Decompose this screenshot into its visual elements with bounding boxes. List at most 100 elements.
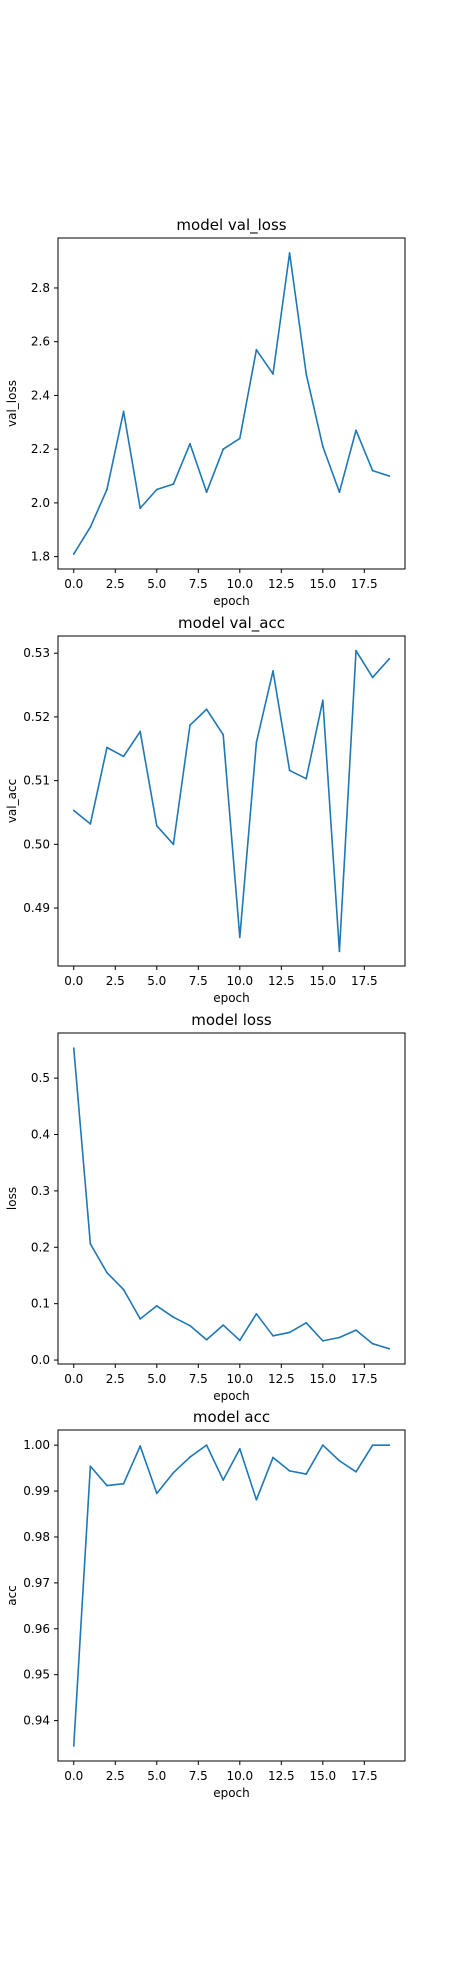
data-point — [122, 1482, 125, 1485]
data-point — [321, 445, 324, 448]
data-point — [388, 475, 391, 477]
data-point — [106, 1484, 108, 1487]
y-axis-label: val_loss — [5, 380, 19, 427]
data-point — [205, 491, 208, 494]
y-tick-label: 0.96 — [23, 1622, 50, 1636]
x-axis-label: epoch — [213, 1389, 250, 1403]
data-point — [305, 1321, 308, 1324]
x-tick-label: 0.0 — [64, 974, 83, 988]
y-tick-label: 2.4 — [31, 388, 50, 402]
data-point — [106, 746, 108, 749]
x-tick-label: 12.5 — [268, 1769, 295, 1783]
data-point — [106, 1271, 108, 1274]
data-point — [388, 1444, 391, 1447]
x-tick-label: 10.0 — [226, 577, 253, 591]
data-point — [338, 1459, 341, 1462]
data-point — [139, 1445, 142, 1447]
y-tick-label: 0.95 — [23, 1668, 50, 1682]
x-tick-label: 7.5 — [189, 577, 208, 591]
x-tick-label: 12.5 — [268, 1372, 295, 1386]
data-point — [305, 373, 308, 375]
data-point — [388, 658, 391, 660]
series-line — [72, 1444, 391, 1747]
chart-title: model val_acc — [178, 614, 285, 633]
y-tick-label: 1.8 — [31, 550, 50, 564]
x-tick-label: 7.5 — [189, 1769, 208, 1783]
data-point — [371, 469, 374, 472]
y-tick-label: 0.51 — [23, 774, 50, 788]
y-tick-label: 0.1 — [31, 1297, 50, 1311]
x-tick-label: 17.5 — [351, 1372, 378, 1386]
x-tick-label: 15.0 — [309, 1769, 336, 1783]
data-point — [272, 1456, 274, 1459]
plot-frame — [57, 1032, 406, 1365]
data-point — [172, 843, 175, 846]
x-tick-label: 10.0 — [226, 1769, 253, 1783]
x-tick-label: 15.0 — [309, 1372, 336, 1386]
x-tick-label: 2.5 — [106, 1372, 125, 1386]
x-tick-label: 7.5 — [189, 974, 208, 988]
data-point — [89, 823, 92, 825]
data-point — [155, 1305, 158, 1307]
y-tick-label: 0.4 — [31, 1127, 50, 1141]
data-point — [255, 348, 258, 351]
data-point — [189, 1324, 191, 1327]
x-axis-label: epoch — [213, 594, 250, 608]
chart-title: model val_loss — [176, 216, 286, 235]
data-point — [255, 741, 258, 744]
chart-2: model val_acc 0.0 2.5 5.0 7.5 10.0 12.5 15.0 17.… — [5, 614, 406, 1005]
data-point — [371, 1342, 374, 1345]
data-point — [255, 1498, 258, 1501]
series-line — [72, 1047, 391, 1350]
x-axis-label: epoch — [213, 991, 250, 1005]
x-tick-label: 5.0 — [147, 1769, 166, 1783]
series-line — [72, 252, 391, 555]
y-tick-label: 0.53 — [23, 646, 50, 660]
y-tick-label: 0.0 — [31, 1353, 50, 1367]
y-tick-label: 0.94 — [23, 1714, 50, 1728]
data-point — [305, 777, 308, 780]
x-tick-label: 17.5 — [351, 577, 378, 591]
x-tick-label: 15.0 — [309, 974, 336, 988]
plot-frame — [57, 1429, 406, 1762]
x-axis-label: epoch — [213, 1786, 250, 1800]
data-point — [272, 1334, 274, 1337]
y-tick-label: 0.50 — [23, 837, 50, 851]
data-point — [72, 553, 75, 555]
x-tick-label: 15.0 — [309, 577, 336, 591]
x-tick-label: 12.5 — [268, 974, 295, 988]
data-point — [155, 488, 158, 491]
data-point — [238, 437, 241, 440]
y-axis-label: acc — [5, 1585, 19, 1606]
x-tick-label: 0.0 — [64, 1769, 83, 1783]
x-tick-label: 12.5 — [268, 577, 295, 591]
data-point — [89, 1242, 92, 1245]
data-point — [272, 373, 274, 375]
data-point — [189, 442, 191, 445]
x-tick-label: 10.0 — [226, 974, 253, 988]
data-point — [205, 1338, 208, 1341]
data-point — [122, 410, 125, 413]
x-tick-label: 10.0 — [226, 1372, 253, 1386]
chart-title: model acc — [193, 1408, 270, 1426]
y-tick-label: 2.8 — [31, 281, 50, 295]
y-tick-label: 0.98 — [23, 1530, 50, 1544]
y-tick-label: 0.49 — [23, 901, 50, 915]
data-point — [189, 724, 191, 727]
data-point — [172, 1471, 175, 1474]
y-tick-label: 0.3 — [31, 1184, 50, 1198]
y-tick-label: 2.0 — [31, 496, 50, 510]
y-axis-label: val_acc — [5, 779, 19, 823]
data-point — [288, 769, 291, 772]
y-axis-label: loss — [5, 1187, 19, 1210]
data-point — [238, 1339, 241, 1342]
data-point — [288, 1331, 291, 1334]
data-point — [222, 733, 225, 736]
data-point — [238, 936, 241, 939]
y-tick-label: 0.5 — [31, 1071, 50, 1085]
chart-4: model acc 0.0 2.5 5.0 7.5 10.0 12.5 15.0 17.5 0.9… — [5, 1408, 406, 1800]
y-tick-label: 0.97 — [23, 1576, 50, 1590]
data-point — [255, 1312, 258, 1315]
